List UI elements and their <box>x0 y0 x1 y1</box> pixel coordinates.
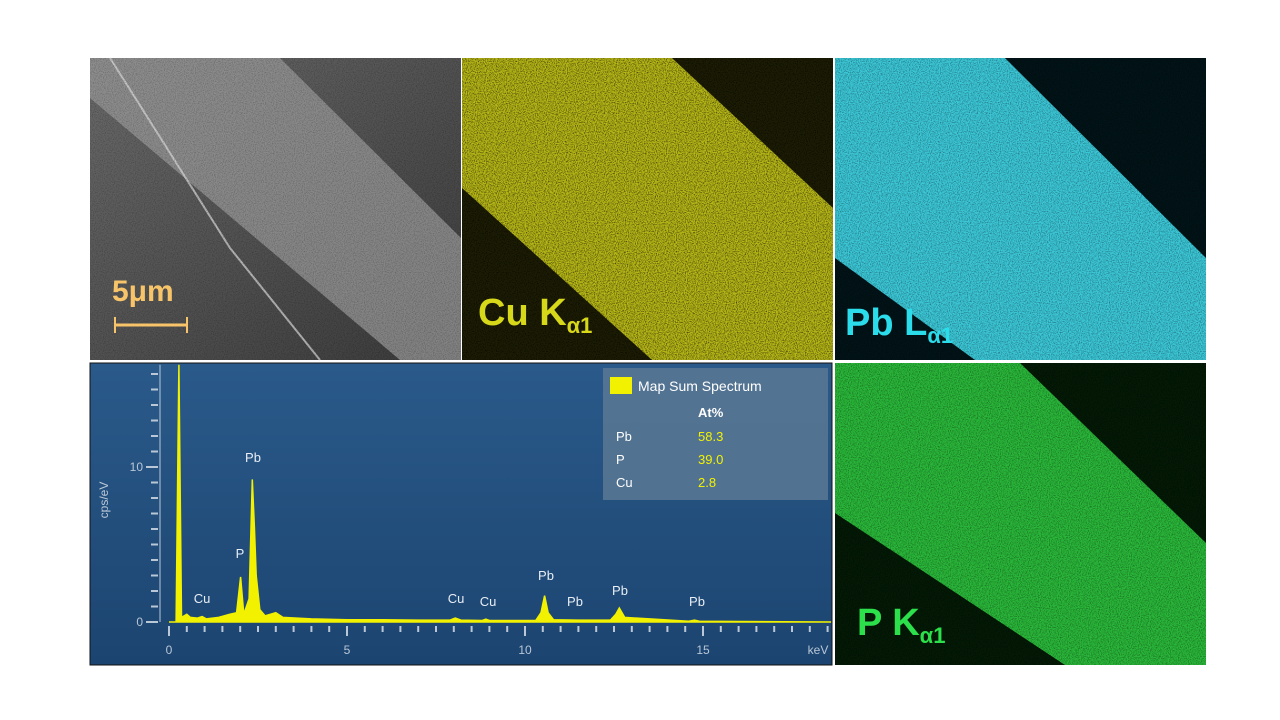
element-name: Pb <box>616 429 632 444</box>
legend-title: Map Sum Spectrum <box>638 378 762 394</box>
at-percent: 58.3 <box>698 429 723 444</box>
peak-label: Cu <box>480 594 497 609</box>
scale-label: 5μm <box>112 275 174 308</box>
sem-panel: 5μm <box>90 57 461 361</box>
peak-label: Cu <box>194 591 211 606</box>
x-tick-label: 10 <box>518 643 532 657</box>
element-line: Cu K <box>478 292 567 334</box>
p-map-panel: P Kα1 <box>835 363 1206 665</box>
x-axis-label: keV <box>808 643 829 657</box>
peak-label: Pb <box>567 594 583 609</box>
y-tick-label: 0 <box>136 615 143 629</box>
element-name: Cu <box>616 475 633 490</box>
element-line: P K <box>857 602 920 644</box>
legend: Map Sum Spectrum At% Pb 58.3 P 39.0 Cu 2.8 <box>603 368 828 500</box>
subscript: α1 <box>927 323 953 348</box>
peak-label: Pb <box>612 583 628 598</box>
peak-label: Cu <box>448 591 465 606</box>
peak-label: P <box>236 546 245 561</box>
subscript: α1 <box>920 623 946 648</box>
element-name: P <box>616 452 625 467</box>
subscript: α1 <box>567 313 593 338</box>
table-header: At% <box>698 405 724 420</box>
map-label: Pb Lα1 <box>845 302 953 348</box>
at-percent: 2.8 <box>698 475 716 490</box>
peak-label: Pb <box>538 568 554 583</box>
x-tick-label: 5 <box>344 643 351 657</box>
peak-label: Pb <box>245 450 261 465</box>
y-tick-label: 10 <box>130 460 144 474</box>
map-label: P Kα1 <box>857 602 945 648</box>
pb-map-panel: Pb Lα1 <box>835 58 1206 360</box>
at-percent: 39.0 <box>698 452 723 467</box>
element-line: Pb L <box>845 302 927 344</box>
map-label: Cu Kα1 <box>478 292 592 338</box>
y-axis-label: cps/eV <box>97 482 111 519</box>
spectrum-area <box>169 364 831 623</box>
cu-map-panel: Cu Kα1 <box>462 58 833 360</box>
peak-label: Pb <box>689 594 705 609</box>
x-tick-label: 0 <box>166 643 173 657</box>
x-tick-label: 15 <box>696 643 710 657</box>
spectrum-panel: 0 5 10 15 0 10 keV cps/eV Cu P Pb Cu Cu Pb Pb Pb Pb <box>89 362 833 666</box>
